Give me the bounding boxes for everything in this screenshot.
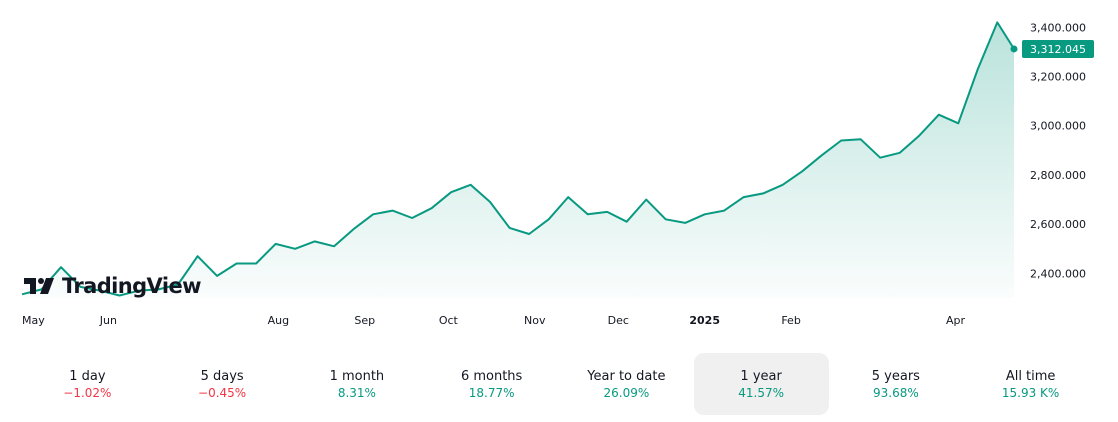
range-all-time[interactable]: All time 15.93 K% — [963, 353, 1098, 415]
range-label: 1 day — [69, 368, 106, 384]
range-label: 6 months — [460, 368, 523, 384]
tradingview-logo-icon — [24, 278, 54, 294]
y-axis: 3,400.000 3,200.000 3,000.000 2,800.000 2,60… — [1030, 21, 1086, 280]
last-price-point — [1010, 45, 1018, 53]
range-change: 93.68% — [872, 385, 919, 400]
x-tick-label: Sep — [354, 314, 375, 327]
range-change: 15.93 K% — [1001, 385, 1060, 400]
x-tick-label: Feb — [781, 314, 800, 327]
x-tick-label: Nov — [524, 314, 546, 327]
last-price-label: 3,312.045 — [1030, 43, 1086, 56]
range-label: Year to date — [587, 368, 666, 384]
range-label: 1 year — [740, 368, 782, 384]
range-5-years[interactable]: 5 years 93.68% — [829, 353, 964, 415]
range-1-year[interactable]: 1 year 41.57% — [693, 353, 829, 415]
range-change: 26.09% — [603, 385, 650, 400]
price-line-layer — [21, 21, 1018, 297]
range-change: 41.57% — [738, 385, 784, 400]
range-label: All time — [1005, 368, 1056, 384]
y-tick-label: 3,000.000 — [1030, 120, 1086, 133]
price-line — [21, 21, 1015, 297]
range-label: 5 years — [871, 368, 920, 384]
area-fill-layer — [22, 22, 1014, 299]
x-tick-label: Dec — [608, 314, 629, 327]
range-year-to-date[interactable]: Year to date 26.09% — [559, 353, 694, 415]
range-1-day[interactable]: 1 day −1.02% — [20, 353, 155, 415]
x-tick-label: Apr — [946, 314, 966, 327]
y-tick-label: 2,800.000 — [1030, 169, 1086, 182]
range-label: 1 month — [329, 368, 385, 384]
last-price-badge: 3,312.045 — [1022, 39, 1094, 58]
x-tick-label: Jun — [99, 314, 117, 327]
time-range-selector: 1 day −1.02% 5 days −0.45% 1 month 8.31%… — [20, 353, 1098, 415]
x-tick-label: 2025 — [689, 314, 720, 327]
range-change: 18.77% — [468, 385, 515, 400]
last-price-badge-bg — [1022, 39, 1094, 58]
y-tick-label: 3,200.000 — [1030, 71, 1086, 84]
price-area — [22, 22, 1014, 299]
range-label: 5 days — [200, 368, 244, 384]
range-1-month[interactable]: 1 month 8.31% — [290, 353, 425, 415]
range-5-days[interactable]: 5 days −0.45% — [155, 353, 290, 415]
range-change: 8.31% — [337, 385, 376, 400]
price-chart: 3,400.000 3,200.000 3,000.000 2,800.000 2,60… — [21, 21, 1094, 327]
tradingview-logo-text: TradingView — [62, 274, 201, 298]
range-6-months[interactable]: 6 months 18.77% — [424, 353, 559, 415]
x-tick-label: May — [22, 314, 45, 327]
range-change: −0.45% — [198, 385, 247, 400]
y-tick-label: 2,400.000 — [1030, 267, 1086, 280]
y-tick-label: 3,400.000 — [1030, 21, 1086, 34]
tradingview-logo: TradingView — [24, 271, 201, 301]
y-tick-label: 2,600.000 — [1030, 218, 1086, 231]
x-tick-label: Aug — [268, 314, 289, 327]
x-tick-label: Oct — [439, 314, 459, 327]
x-axis: May Jun Aug Sep Oct Nov Dec 2025 Feb Apr — [22, 314, 965, 327]
range-change: −1.02% — [63, 385, 112, 400]
